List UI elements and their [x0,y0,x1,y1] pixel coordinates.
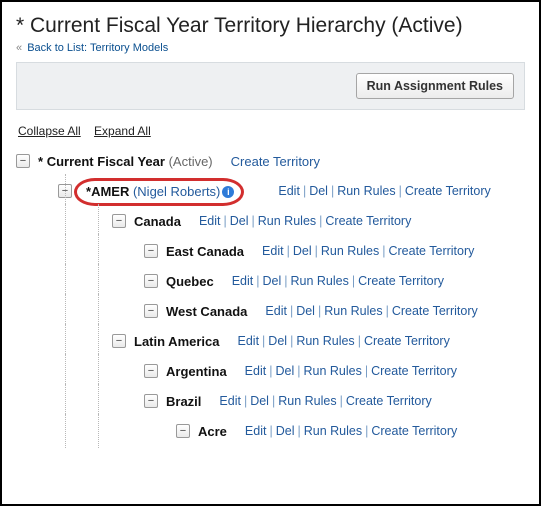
create-territory-link[interactable]: Create Territory [231,154,320,169]
run-assignment-rules-button[interactable]: Run Assignment Rules [356,73,514,99]
tree-row: −Latin America Edit|Del|Run Rules|Create … [16,326,525,356]
edit-link[interactable]: Edit [245,364,267,378]
node-label-amer: *AMER (Nigel Roberts)i [80,182,240,201]
row-actions: Edit|Del|Run Rules|Create Territory [232,274,444,288]
edit-link[interactable]: Edit [262,244,284,258]
edit-link[interactable]: Edit [219,394,241,408]
del-link[interactable]: Del [230,214,249,228]
create-territory-link[interactable]: Create Territory [371,364,457,378]
del-link[interactable]: Del [268,334,287,348]
tree-row: −East Canada Edit|Del|Run Rules|Create Te… [16,236,525,266]
toggle-collapse-icon[interactable]: − [144,274,158,288]
edit-link[interactable]: Edit [232,274,254,288]
tree-row: −Acre Edit|Del|Run Rules|Create Territory [16,416,525,446]
back-arrows-icon: « [16,42,22,54]
toolbar: Run Assignment Rules [16,62,525,110]
row-actions: Edit|Del|Run Rules|Create Territory [238,334,450,348]
tree-row-amer: − *AMER (Nigel Roberts)i Edit|Del|Run Ru… [16,176,525,206]
back-link[interactable]: « Back to List: Territory Models [16,42,525,54]
node-label: Latin America [134,334,220,349]
create-territory-link[interactable]: Create Territory [325,214,411,228]
toggle-collapse-icon[interactable]: − [112,214,126,228]
node-label: East Canada [166,244,244,259]
del-link[interactable]: Del [293,244,312,258]
node-label: Acre [198,424,227,439]
tree-row-root: − * Current Fiscal Year (Active) Create … [16,146,525,176]
node-label: Quebec [166,274,214,289]
row-actions: Edit|Del|Run Rules|Create Territory [219,394,431,408]
run-rules-link[interactable]: Run Rules [296,334,354,348]
del-link[interactable]: Del [250,394,269,408]
run-rules-link[interactable]: Run Rules [278,394,336,408]
tree-row: −Brazil Edit|Del|Run Rules|Create Territo… [16,386,525,416]
tree-row: −West Canada Edit|Del|Run Rules|Create Te… [16,296,525,326]
node-label: West Canada [166,304,247,319]
toggle-collapse-icon[interactable]: − [144,304,158,318]
del-link[interactable]: Del [275,364,294,378]
toggle-collapse-icon[interactable]: − [176,424,190,438]
back-link-label: Back to List: Territory Models [27,42,168,54]
create-territory-link[interactable]: Create Territory [364,334,450,348]
run-rules-link[interactable]: Run Rules [321,244,379,258]
row-actions: Edit|Del|Run Rules|Create Territory [245,424,457,438]
create-territory-link[interactable]: Create Territory [392,304,478,318]
del-link[interactable]: Del [262,274,281,288]
info-icon[interactable]: i [222,186,234,198]
expand-controls: Collapse All Expand All [18,124,525,138]
node-label: Canada [134,214,181,229]
toggle-collapse-icon[interactable]: − [58,184,72,198]
node-label: Brazil [166,394,201,409]
expand-all-link[interactable]: Expand All [94,124,151,138]
row-actions: Edit|Del|Run Rules|Create Territory [278,184,490,198]
collapse-all-link[interactable]: Collapse All [18,124,81,138]
edit-link[interactable]: Edit [245,424,267,438]
row-actions: Edit|Del|Run Rules|Create Territory [245,364,457,378]
run-rules-link[interactable]: Run Rules [303,364,361,378]
territory-tree: − * Current Fiscal Year (Active) Create … [16,146,525,446]
run-rules-link[interactable]: Run Rules [337,184,395,198]
page-title: * Current Fiscal Year Territory Hierarch… [16,14,525,38]
tree-row: −Argentina Edit|Del|Run Rules|Create Terr… [16,356,525,386]
edit-link[interactable]: Edit [199,214,221,228]
run-rules-link[interactable]: Run Rules [291,274,349,288]
del-link[interactable]: Del [296,304,315,318]
create-territory-link[interactable]: Create Territory [346,394,432,408]
node-label-root: * Current Fiscal Year (Active) [38,154,213,169]
edit-link[interactable]: Edit [238,334,260,348]
run-rules-link[interactable]: Run Rules [304,424,362,438]
del-link[interactable]: Del [309,184,328,198]
toggle-collapse-icon[interactable]: − [112,334,126,348]
del-link[interactable]: Del [276,424,295,438]
tree-row: −Canada Edit|Del|Run Rules|Create Territo… [16,206,525,236]
edit-link[interactable]: Edit [278,184,300,198]
run-rules-link[interactable]: Run Rules [258,214,316,228]
toggle-collapse-icon[interactable]: − [144,244,158,258]
edit-link[interactable]: Edit [265,304,287,318]
toggle-collapse-icon[interactable]: − [144,364,158,378]
row-actions: Edit|Del|Run Rules|Create Territory [262,244,474,258]
toggle-collapse-icon[interactable]: − [16,154,30,168]
create-territory-link[interactable]: Create Territory [388,244,474,258]
create-territory-link[interactable]: Create Territory [371,424,457,438]
row-actions: Edit|Del|Run Rules|Create Territory [265,304,477,318]
create-territory-link[interactable]: Create Territory [405,184,491,198]
run-rules-link[interactable]: Run Rules [324,304,382,318]
create-territory-link[interactable]: Create Territory [358,274,444,288]
tree-row: −Quebec Edit|Del|Run Rules|Create Territo… [16,266,525,296]
node-label: Argentina [166,364,227,379]
row-actions: Edit|Del|Run Rules|Create Territory [199,214,411,228]
toggle-collapse-icon[interactable]: − [144,394,158,408]
